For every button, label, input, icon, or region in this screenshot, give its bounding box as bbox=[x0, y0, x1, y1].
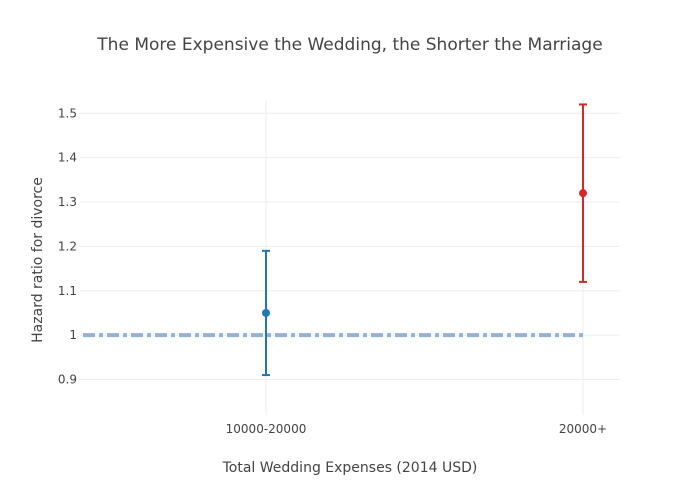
y-tick-label: 1.3 bbox=[58, 195, 77, 209]
y-tick-label: 0.9 bbox=[58, 373, 77, 387]
ticks-layer: 0.9 1 1.1 1.2 1.3 1.4 1.5 10000-20000 20000+ bbox=[58, 106, 607, 436]
y-tick-label: 1.1 bbox=[58, 284, 77, 298]
grid-layer bbox=[80, 100, 620, 415]
y-tick-label: 1.2 bbox=[58, 239, 77, 253]
y-tick-label: 1.4 bbox=[58, 151, 77, 165]
y-axis-title: Hazard ratio for divorce bbox=[30, 177, 46, 343]
data-point bbox=[262, 308, 270, 317]
x-tick-label: 20000+ bbox=[559, 422, 607, 436]
y-tick-label: 1.5 bbox=[58, 106, 77, 120]
x-axis-title: Total Wedding Expenses (2014 USD) bbox=[222, 460, 478, 476]
chart-title: The More Expensive the Wedding, the Shor… bbox=[96, 35, 602, 55]
marks-layer bbox=[262, 103, 587, 377]
y-tick-label: 1 bbox=[69, 328, 77, 342]
data-point bbox=[579, 189, 587, 198]
x-tick-label: 10000-20000 bbox=[226, 422, 307, 436]
